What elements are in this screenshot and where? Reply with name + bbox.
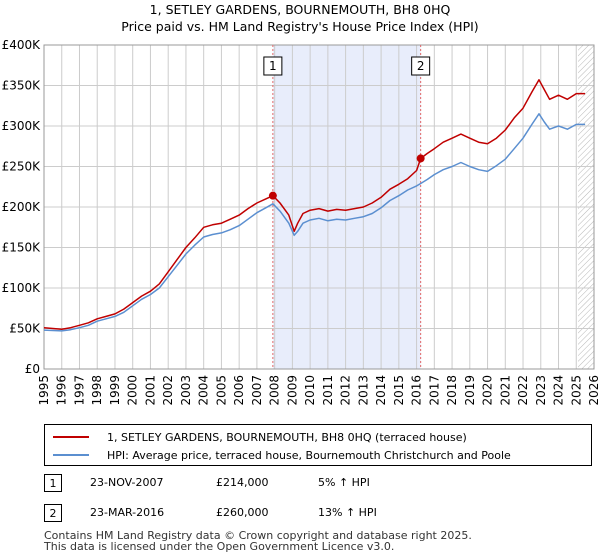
sale-date: 23-NOV-2007 (90, 476, 164, 489)
plot-area: £0 £50K £100K £150K £200K £250K £300K £350K £400… (2, 38, 600, 406)
y-tick-label: £200K (2, 200, 42, 214)
sale-row: 2 23-MAR-2016 £260,000 13% ↑ HPI (44, 504, 594, 524)
sale-badge: 2 (44, 504, 62, 522)
x-tick-label: 2004 (197, 375, 211, 406)
x-tick-label: 2002 (161, 375, 175, 406)
x-tick-label: 2017 (427, 375, 441, 406)
x-tick-label: 2022 (516, 375, 530, 406)
y-tick-label: £300K (2, 119, 42, 133)
x-tick-label: 2019 (463, 375, 477, 406)
x-tick-label: 2018 (445, 375, 459, 406)
x-tick-label: 2012 (339, 375, 353, 406)
hpi-series-line (43, 113, 586, 332)
sale-label-box (263, 56, 283, 76)
x-tick-label: 1995 (37, 375, 51, 406)
x-tick-label: 2026 (587, 375, 600, 406)
x-tick-label: 1999 (108, 375, 122, 406)
x-tick-label: 1996 (55, 375, 69, 406)
x-tick-label: 2003 (179, 375, 193, 406)
x-tick-label: 2024 (552, 375, 566, 406)
footer-licence: This data is licensed under the Open Gov… (44, 540, 395, 553)
x-tick-label: 2000 (126, 375, 140, 406)
property-series-line (43, 79, 586, 331)
footer: Contains HM Land Registry data © Crown c… (44, 530, 472, 552)
y-tick-label: £50K (9, 322, 41, 336)
sale-row: 1 23-NOV-2007 £214,000 5% ↑ HPI (44, 474, 594, 494)
x-tick-label: 2025 (569, 375, 583, 406)
x-tick-label: 2005 (214, 375, 228, 406)
sale-point (268, 191, 277, 200)
y-tick-label: £100K (2, 281, 42, 295)
x-tick-label: 2015 (392, 375, 406, 406)
x-tick-label: 1997 (72, 375, 86, 406)
x-tick-label: 2009 (285, 375, 299, 406)
x-tick-label: 2016 (410, 375, 424, 406)
y-tick-label: £250K (2, 160, 42, 174)
sale-hpi-change: 5% ↑ HPI (318, 476, 370, 489)
x-tick-label: 2011 (321, 375, 335, 406)
x-tick-label: 2001 (143, 375, 157, 406)
x-tick-label: 2014 (374, 375, 388, 406)
chart-title: 1, SETLEY GARDENS, BOURNEMOUTH, BH8 0HQ (150, 2, 451, 17)
x-tick-label: 2006 (232, 375, 246, 406)
x-tick-label: 2013 (356, 375, 370, 406)
sale-date: 23-MAR-2016 (90, 506, 165, 519)
x-tick-label: 2010 (303, 375, 317, 406)
legend: 1, SETLEY GARDENS, BOURNEMOUTH, BH8 0HQ … (44, 424, 592, 466)
x-tick-label: 2008 (268, 375, 282, 406)
plot-frame (43, 44, 595, 370)
sale-price: £260,000 (216, 506, 269, 519)
x-tick-label: 2023 (534, 375, 548, 406)
y-tick-label: £400K (2, 38, 42, 52)
x-tick-label: 2020 (481, 375, 495, 406)
y-tick-label: £0 (25, 362, 40, 376)
sale-point (416, 154, 425, 163)
hpi-line-swatch (53, 454, 89, 456)
price-chart: 1, SETLEY GARDENS, BOURNEMOUTH, BH8 0HQ … (2, 2, 600, 406)
x-tick-label: 2007 (250, 375, 264, 406)
x-tick-label: 1998 (90, 375, 104, 406)
sale-badge: 1 (44, 474, 62, 492)
x-tick-label: 2021 (498, 375, 512, 406)
y-tick-label: £350K (2, 79, 42, 93)
legend-item-hpi: HPI: Average price, terraced house, Bour… (53, 446, 511, 464)
legend-label-hpi: HPI: Average price, terraced house, Bour… (107, 448, 511, 462)
footer-copyright: Contains HM Land Registry data © Crown c… (44, 529, 472, 542)
legend-item-property: 1, SETLEY GARDENS, BOURNEMOUTH, BH8 0HQ … (53, 428, 467, 446)
sale-label-text: 2 (417, 59, 425, 73)
legend-label-property: 1, SETLEY GARDENS, BOURNEMOUTH, BH8 0HQ … (107, 430, 467, 444)
sale-label-text: 1 (269, 59, 277, 73)
chart-subtitle: Price paid vs. HM Land Registry's House … (121, 19, 478, 34)
y-tick-label: £150K (2, 241, 42, 255)
property-line-swatch (53, 436, 89, 438)
sale-price: £214,000 (216, 476, 269, 489)
sale-label-box (411, 56, 431, 76)
sale-hpi-change: 13% ↑ HPI (318, 506, 377, 519)
